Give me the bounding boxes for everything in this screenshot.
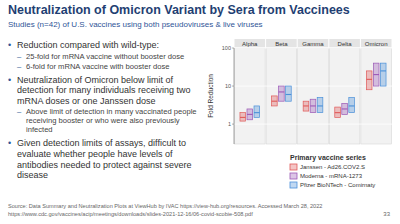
bullet-list: Reduction compared with wild-type:25-fol… — [8, 36, 204, 181]
legend-label: Janssen - Ad26.COV2.S — [300, 164, 365, 170]
chart: Alpha Beta Gamma Delta Omicron 1 10 100 Fold Red… — [204, 36, 396, 204]
y-axis — [234, 48, 235, 144]
median — [286, 94, 292, 95]
box — [286, 86, 292, 101]
median — [279, 91, 285, 92]
median — [272, 101, 278, 102]
legend-title: Primary vaccine series — [290, 154, 366, 162]
panel — [298, 48, 329, 144]
box — [349, 98, 355, 113]
panel — [266, 48, 297, 144]
tick-mark — [232, 86, 234, 87]
grid-line — [234, 124, 392, 125]
slide-title: Neutralization of Omicron Variant by Ser… — [8, 3, 350, 17]
median — [317, 105, 323, 106]
box — [247, 109, 253, 120]
panel-header — [235, 39, 266, 47]
median — [380, 70, 386, 71]
category-label: Gamma — [302, 41, 324, 47]
legend-swatch — [290, 164, 297, 170]
box — [317, 98, 323, 113]
source-note: https://www.cdc.gov/vaccines/acip/meetin… — [8, 211, 253, 217]
panel-header — [298, 39, 329, 47]
category-label: Omicron — [365, 41, 388, 47]
category-label: Alpha — [242, 41, 258, 47]
tick-mark — [232, 124, 234, 125]
tick-label: 10 — [225, 83, 231, 89]
bullet: Reduction compared with wild-type: — [8, 40, 204, 51]
panel-header — [266, 39, 297, 47]
tick-mark — [232, 48, 234, 49]
legend-label: Moderna - mRNA-1273 — [300, 173, 363, 179]
grid-line — [234, 48, 392, 49]
legend-label: Pfizer BioNTech - Comirnaty — [300, 182, 375, 188]
median — [247, 114, 253, 115]
page-number: 33 — [383, 211, 390, 217]
legend-swatch — [290, 173, 297, 179]
marks — [240, 63, 386, 121]
median — [342, 108, 348, 109]
source-note: Source: Data Summary and Neutralization … — [8, 203, 322, 209]
category-label: Delta — [338, 41, 353, 47]
box — [335, 107, 341, 117]
chart-svg: Alpha Beta Gamma Delta Omicron 1 10 100 Fold Red… — [204, 36, 396, 200]
median — [373, 74, 379, 75]
median — [303, 105, 309, 106]
panel-header — [361, 39, 392, 47]
box — [373, 63, 379, 86]
sub-bullet: 25-fold for mRNA vaccine without booster… — [8, 52, 204, 61]
box — [240, 113, 246, 121]
slide-subtitle: Studies (n=42) of U.S. vaccines using bo… — [8, 20, 263, 29]
median — [349, 105, 355, 106]
category-label: Beta — [275, 41, 288, 47]
box — [366, 71, 372, 90]
bullet: Neutralization of Omicron below limit of… — [8, 75, 204, 107]
axis-label: Fold Reduction — [207, 74, 214, 118]
box — [380, 63, 386, 86]
median — [240, 117, 246, 118]
median — [254, 112, 260, 113]
median — [366, 79, 372, 80]
sub-bullet: 6-fold for mRNA vaccine with booster dos… — [8, 62, 204, 71]
sub-bullet: Above limit of detection in many vaccina… — [8, 107, 204, 134]
tick-label: 1 — [228, 121, 231, 127]
box — [310, 99, 316, 112]
panel-header — [329, 39, 360, 47]
box — [279, 86, 285, 101]
box — [342, 103, 348, 114]
panel — [235, 48, 266, 144]
box — [272, 96, 278, 106]
median — [335, 112, 341, 113]
panel — [329, 48, 360, 144]
tick-label: 100 — [222, 45, 231, 51]
box — [303, 101, 309, 111]
box — [254, 106, 260, 117]
legend-swatch — [290, 182, 297, 188]
bullet: Given detection limits of assays, diffic… — [8, 138, 204, 180]
median — [310, 105, 316, 106]
panel — [361, 48, 392, 144]
